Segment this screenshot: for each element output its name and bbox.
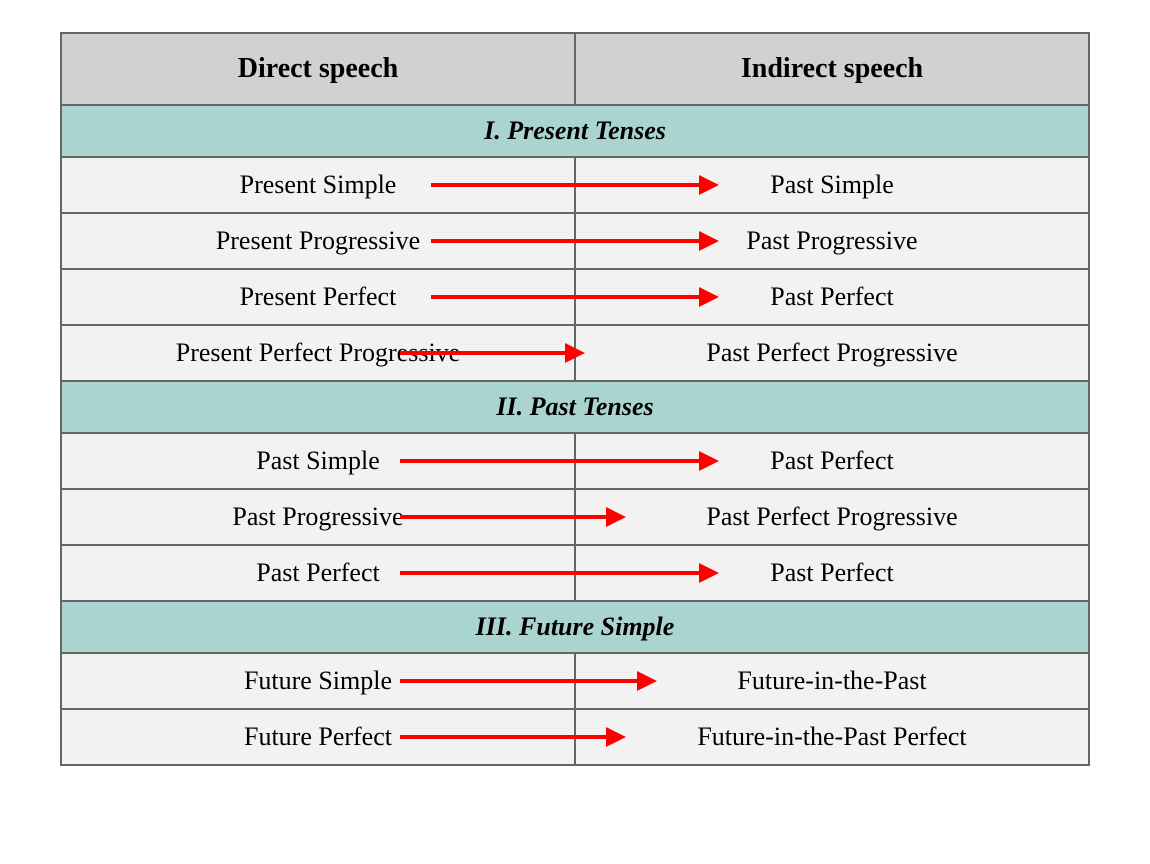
table-row: Present SimplePast Simple (61, 157, 1089, 213)
section-header: I. Present Tenses (61, 105, 1089, 157)
direct-cell: Past Perfect (61, 545, 575, 601)
indirect-cell: Past Perfect Progressive (575, 489, 1089, 545)
direct-cell: Future Perfect (61, 709, 575, 765)
indirect-cell: Future-in-the-Past (575, 653, 1089, 709)
indirect-cell: Past Perfect (575, 269, 1089, 325)
tense-table: Direct speech Indirect speech I. Present… (60, 32, 1090, 766)
indirect-cell: Past Simple (575, 157, 1089, 213)
section-title: III. Future Simple (61, 601, 1089, 653)
indirect-cell: Past Perfect Progressive (575, 325, 1089, 381)
table-row: Future PerfectFuture-in-the-Past Perfect (61, 709, 1089, 765)
direct-cell: Present Simple (61, 157, 575, 213)
table-row: Present Perfect ProgressivePast Perfect … (61, 325, 1089, 381)
indirect-cell: Past Perfect (575, 433, 1089, 489)
section-title: II. Past Tenses (61, 381, 1089, 433)
header-direct: Direct speech (61, 33, 575, 105)
table-row: Present PerfectPast Perfect (61, 269, 1089, 325)
header-row: Direct speech Indirect speech (61, 33, 1089, 105)
table-row: Future SimpleFuture-in-the-Past (61, 653, 1089, 709)
direct-cell: Present Perfect Progressive (61, 325, 575, 381)
direct-cell: Present Progressive (61, 213, 575, 269)
indirect-cell: Future-in-the-Past Perfect (575, 709, 1089, 765)
indirect-cell: Past Perfect (575, 545, 1089, 601)
section-header: II. Past Tenses (61, 381, 1089, 433)
direct-cell: Future Simple (61, 653, 575, 709)
section-title: I. Present Tenses (61, 105, 1089, 157)
section-header: III. Future Simple (61, 601, 1089, 653)
table-row: Present ProgressivePast Progressive (61, 213, 1089, 269)
table-row: Past ProgressivePast Perfect Progressive (61, 489, 1089, 545)
table-row: Past PerfectPast Perfect (61, 545, 1089, 601)
direct-cell: Past Simple (61, 433, 575, 489)
header-indirect: Indirect speech (575, 33, 1089, 105)
direct-cell: Present Perfect (61, 269, 575, 325)
direct-cell: Past Progressive (61, 489, 575, 545)
indirect-cell: Past Progressive (575, 213, 1089, 269)
table-row: Past SimplePast Perfect (61, 433, 1089, 489)
